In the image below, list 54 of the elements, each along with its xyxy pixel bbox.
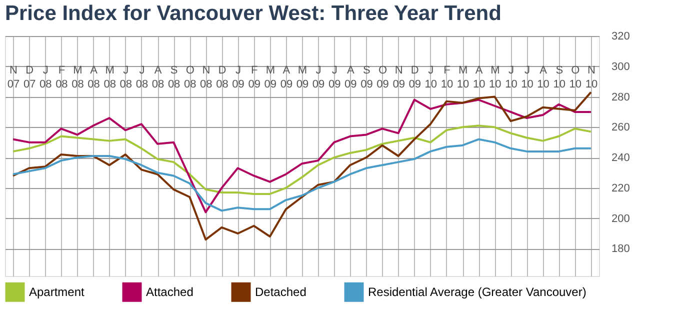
legend-label: Attached xyxy=(146,285,194,300)
y-tick-label: 220 xyxy=(612,182,630,194)
legend-label: Detached xyxy=(255,285,306,300)
x-tick-label: J 09 xyxy=(312,64,325,90)
x-tick-label: D 07 xyxy=(23,64,36,90)
x-tick-label: O 09 xyxy=(376,64,389,90)
line-series xyxy=(12,138,592,212)
x-tick-label: N 10 xyxy=(585,64,598,90)
x-tick-label: N 07 xyxy=(7,64,20,90)
x-tick-label: J 10 xyxy=(424,64,438,90)
line-series xyxy=(12,91,592,241)
y-tick-label: 280 xyxy=(612,91,630,104)
chart-title: Price Index for Vancouver West: Three Year Trend xyxy=(5,2,502,25)
x-tick-label: J 09 xyxy=(328,64,341,90)
x-tick-label: O 08 xyxy=(184,64,196,90)
line-series xyxy=(12,98,592,214)
x-tick-label: A 08 xyxy=(88,64,100,90)
x-tick-label: A 08 xyxy=(152,64,164,90)
x-tick-label: D 08 xyxy=(216,64,228,90)
line-series xyxy=(12,124,592,195)
x-tick-label: M 08 xyxy=(104,64,116,90)
x-tick-label: F 10 xyxy=(440,64,454,90)
y-tick-label: 300 xyxy=(612,60,630,73)
legend-label: Apartment xyxy=(29,285,86,300)
x-tick-label: N 09 xyxy=(392,64,405,90)
x-tick-label: F 08 xyxy=(56,64,68,90)
y-tick-label: 240 xyxy=(612,152,630,164)
x-tick-label: J 09 xyxy=(232,64,244,90)
x-tick-label: M 08 xyxy=(72,64,84,90)
x-tick-label: M 10 xyxy=(456,64,470,90)
x-tick-label: A 09 xyxy=(280,64,293,90)
x-tick-label: S 10 xyxy=(553,64,566,90)
x-tick-label: O 10 xyxy=(569,64,582,90)
x-tick-label: A 10 xyxy=(472,64,486,90)
x-tick-label: M 10 xyxy=(489,64,502,90)
y-tick-label: 200 xyxy=(612,212,630,225)
x-tick-label: M 09 xyxy=(296,64,309,90)
x-tick-label: J 10 xyxy=(505,64,518,90)
y-tick-label: 180 xyxy=(612,243,630,256)
x-tick-label: A 10 xyxy=(537,64,550,90)
x-tick-label: F 09 xyxy=(248,64,260,90)
x-tick-label: S 08 xyxy=(168,64,180,90)
x-tick-label: N 08 xyxy=(200,64,212,90)
x-tick-label: S 09 xyxy=(360,64,373,90)
y-tick-label: 260 xyxy=(612,122,630,134)
x-tick-label: D 09 xyxy=(408,64,422,90)
x-tick-label: J 08 xyxy=(40,64,52,90)
y-tick-label: 320 xyxy=(612,30,630,42)
legend-label: Residential Average (Greater Vancouver) xyxy=(368,285,586,300)
x-tick-label: J 08 xyxy=(136,64,148,90)
x-tick-label: J 10 xyxy=(521,64,534,90)
x-tick-label: A 09 xyxy=(344,64,357,90)
x-tick-label: J 08 xyxy=(120,64,132,90)
x-tick-label: M 09 xyxy=(264,64,277,90)
